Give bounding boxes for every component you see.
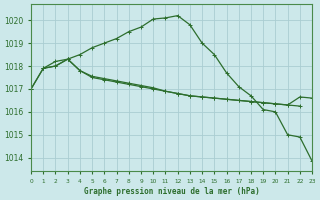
X-axis label: Graphe pression niveau de la mer (hPa): Graphe pression niveau de la mer (hPa) <box>84 187 260 196</box>
